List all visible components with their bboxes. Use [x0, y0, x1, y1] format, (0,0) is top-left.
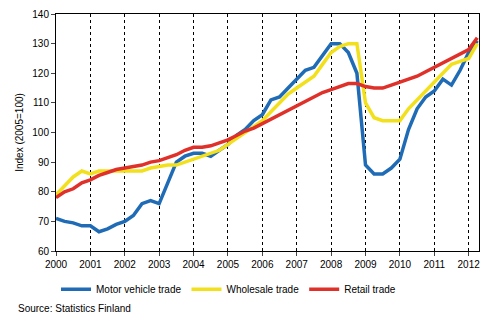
svg-text:Source: Statistics Finland: Source: Statistics Finland: [18, 303, 131, 314]
svg-text:2009: 2009: [354, 259, 377, 270]
svg-text:140: 140: [32, 9, 49, 20]
svg-text:100: 100: [32, 127, 49, 138]
svg-text:Retail trade: Retail trade: [344, 284, 396, 295]
svg-text:Wholesale trade: Wholesale trade: [226, 284, 299, 295]
svg-text:Motor vehicle trade: Motor vehicle trade: [96, 284, 181, 295]
svg-text:60: 60: [38, 246, 50, 257]
svg-text:2002: 2002: [114, 259, 137, 270]
svg-text:120: 120: [32, 68, 49, 79]
svg-text:Index (2005=100): Index (2005=100): [14, 93, 25, 172]
svg-text:2008: 2008: [320, 259, 343, 270]
svg-text:2001: 2001: [79, 259, 102, 270]
svg-text:2011: 2011: [424, 259, 446, 270]
svg-text:90: 90: [38, 157, 50, 168]
svg-text:2000: 2000: [45, 259, 68, 270]
svg-text:2004: 2004: [182, 259, 205, 270]
svg-text:2006: 2006: [251, 259, 274, 270]
svg-text:130: 130: [32, 38, 49, 49]
svg-text:80: 80: [38, 186, 50, 197]
svg-text:2003: 2003: [148, 259, 171, 270]
svg-text:2010: 2010: [389, 259, 412, 270]
svg-text:2012: 2012: [458, 259, 481, 270]
svg-text:2005: 2005: [217, 259, 240, 270]
svg-text:70: 70: [38, 216, 50, 227]
svg-text:110: 110: [33, 97, 49, 108]
svg-text:2007: 2007: [286, 259, 309, 270]
